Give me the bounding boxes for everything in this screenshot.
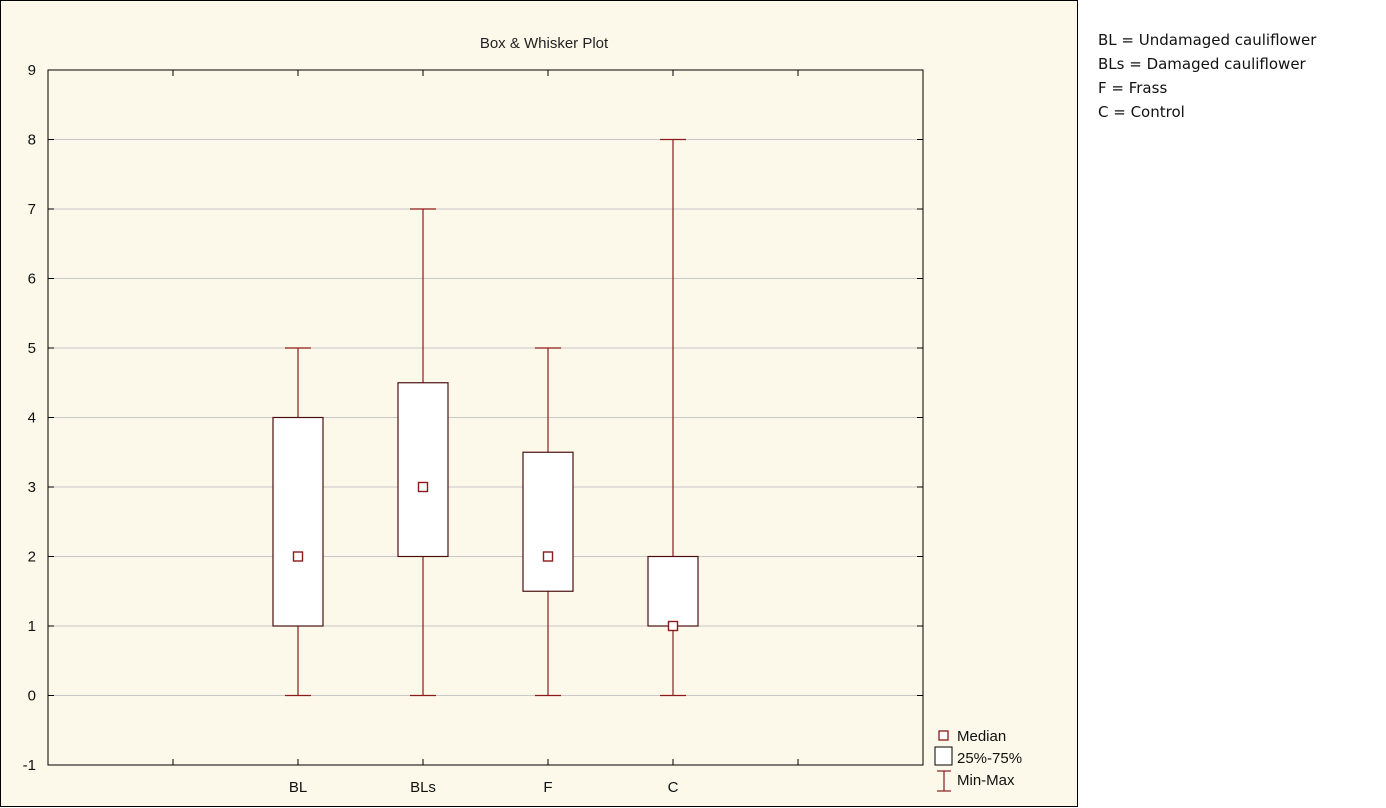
- median-marker: [542, 551, 554, 562]
- x-tick-label: BL: [289, 779, 307, 796]
- chart-frame: -1 0 1 2 3 4 5 6 7 8 9 BL BLs F C Box & Whisker Plot M…: [0, 0, 1078, 807]
- legend-median-symbol: [938, 730, 949, 741]
- iqr-box: [647, 555, 699, 627]
- median-marker: [292, 551, 304, 562]
- chart-title: Box & Whisker Plot: [480, 35, 609, 52]
- y-tick-label: 0: [28, 688, 36, 705]
- y-tick-label: 5: [28, 340, 36, 357]
- box-whisker-c: [647, 138, 699, 697]
- y-tick-label: 8: [28, 132, 36, 149]
- box-whisker-bls: [397, 208, 449, 697]
- abbreviation-note: C = Control: [1098, 103, 1185, 121]
- iqr-box: [272, 416, 324, 627]
- y-tick-label: 3: [28, 479, 36, 496]
- abbreviation-note: BL = Undamaged cauliflower: [1098, 31, 1317, 49]
- median-marker: [667, 620, 679, 632]
- plot-area-border: [47, 69, 924, 766]
- box-whisker-f: [522, 347, 574, 697]
- x-tick-label: BLs: [410, 779, 436, 796]
- box-whisker-bl: [272, 347, 324, 697]
- x-tick-label: F: [543, 779, 552, 796]
- median-marker: [417, 481, 429, 493]
- legend-label-minmax: Min-Max: [957, 772, 1015, 789]
- abbreviation-note: F = Frass: [1098, 79, 1168, 97]
- abbreviation-note: BLs = Damaged cauliflower: [1098, 55, 1306, 73]
- iqr-box: [397, 382, 449, 558]
- y-tick-label: 6: [28, 271, 36, 288]
- iqr-box: [522, 451, 574, 592]
- box-whisker-chart: -1 0 1 2 3 4 5 6 7 8 9 BL BLs F C Box & Whisker Plot M…: [23, 35, 1022, 796]
- legend-label-median: Median: [957, 728, 1006, 745]
- abbreviation-notes: BL = Undamaged cauliflower BLs = Damaged …: [1098, 28, 1316, 124]
- y-tick-label: 1: [28, 618, 36, 635]
- legend-label-iqr: 25%-75%: [957, 750, 1022, 767]
- y-tick-label: 9: [28, 62, 36, 79]
- y-tick-label: -1: [23, 757, 36, 774]
- legend-box-symbol: [934, 746, 953, 766]
- y-tick-label: 4: [28, 410, 36, 427]
- x-tick-label: C: [668, 779, 679, 796]
- y-tick-label: 2: [28, 549, 36, 566]
- y-tick-label: 7: [28, 201, 36, 218]
